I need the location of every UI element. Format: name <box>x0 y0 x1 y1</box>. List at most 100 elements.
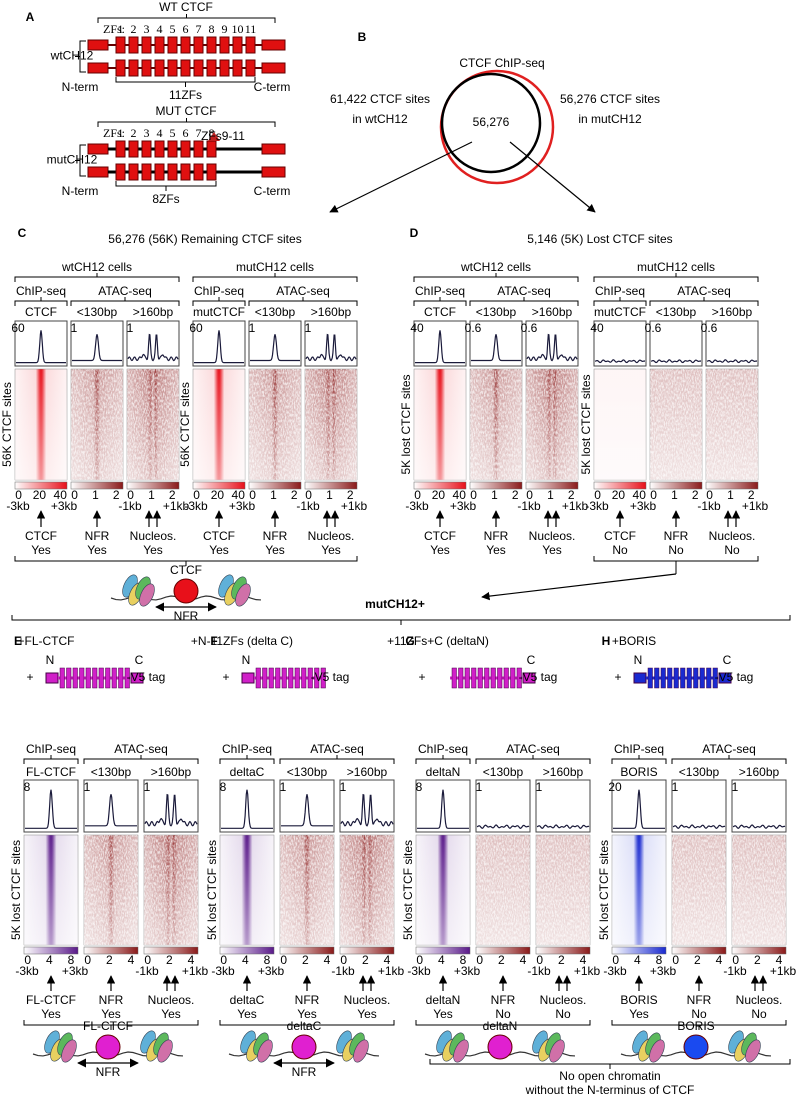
range-label: +3kb <box>650 964 677 978</box>
zinc-finger <box>281 667 287 689</box>
zinc-finger <box>167 59 178 77</box>
scale-label: 0 <box>476 953 483 967</box>
assay-label: ChIP-seq <box>16 284 66 298</box>
panel-letter: H <box>602 634 611 648</box>
feature-status: Yes <box>321 543 341 557</box>
profile-box <box>143 779 199 833</box>
bracket <box>611 755 667 764</box>
section-header: mutCH12+ <box>365 597 425 611</box>
row-label: 5K lost CTCF sites <box>597 840 611 940</box>
bracket <box>70 297 180 306</box>
scale-label: 40 <box>633 488 647 502</box>
color-scale <box>649 481 703 490</box>
panel-letter: D <box>410 226 419 240</box>
feature-label: BORIS <box>620 993 657 1007</box>
feature-label: CTCF <box>424 529 456 543</box>
scale-label: 0 <box>71 488 78 502</box>
bracket <box>192 297 246 306</box>
nucleosome <box>353 1039 369 1063</box>
zinc-finger <box>219 59 230 77</box>
note: No open chromatin <box>559 1069 660 1083</box>
zinc-finger <box>490 667 496 689</box>
row-label: 56K CTCF sites <box>0 382 14 467</box>
zinc-finger <box>167 140 178 158</box>
column-label: >160bp <box>347 765 388 779</box>
profile-curve <box>25 789 77 829</box>
range-label: -1kb <box>723 964 747 978</box>
profile-box <box>304 320 358 367</box>
heatmap-fade <box>249 369 301 480</box>
column-label: <130bp <box>483 765 524 779</box>
scale-label: 0 <box>144 953 151 967</box>
zinc-finger <box>141 163 152 181</box>
profile-max: 1 <box>84 780 91 794</box>
feature-label: Nucleos. <box>148 993 195 1007</box>
heatmap-fade <box>732 835 786 945</box>
range-label: +1kb <box>378 964 405 978</box>
scale-label: 0 <box>706 488 713 502</box>
feature-status: No <box>668 543 684 557</box>
range-label: -1kb <box>697 499 721 513</box>
bound-factor <box>173 578 199 604</box>
feature-label: CTCF <box>203 529 235 543</box>
feature-status: Yes <box>430 543 450 557</box>
zinc-finger <box>59 667 65 689</box>
color-scale <box>279 946 335 955</box>
c-domain <box>522 672 536 684</box>
zinc-finger <box>206 163 217 181</box>
zinc-finger <box>471 667 477 689</box>
feature-label: Nucleos. <box>540 993 587 1007</box>
zinc-finger <box>193 59 204 77</box>
bracket <box>97 118 276 127</box>
feature-status: Yes <box>237 1007 257 1021</box>
scale-label: 0 <box>414 488 421 502</box>
heatmap-fade <box>71 369 123 480</box>
range-label: -3kb <box>184 499 208 513</box>
bracket <box>429 1059 791 1069</box>
n-domain <box>241 672 255 684</box>
assay-label: ChIP-seq <box>222 742 272 756</box>
range-label: +3kb <box>62 964 89 978</box>
zinc-finger <box>98 667 104 689</box>
feature-status: Yes <box>542 543 562 557</box>
profile-curve <box>221 789 273 829</box>
feature-label: NFR <box>85 529 110 543</box>
bracket <box>115 181 217 191</box>
profile-max: 0.6 <box>701 321 718 335</box>
tag-label: -V5 tag <box>311 670 350 684</box>
range-label: -1kb <box>517 499 541 513</box>
column-label: <130bp <box>679 765 720 779</box>
c-domain <box>130 672 144 684</box>
color-scale <box>192 481 246 490</box>
column-label: BORIS <box>620 765 657 779</box>
feature-status: No <box>724 543 740 557</box>
zf-number: 7 <box>196 22 202 36</box>
feature-status: Yes <box>357 1007 377 1021</box>
scale-label: 0 <box>280 953 287 967</box>
color-scale <box>415 946 471 955</box>
column-label: >160bp <box>712 305 753 319</box>
tag-label: -V5 tag <box>519 670 558 684</box>
zinc-finger <box>128 59 139 77</box>
zf-number: 3 <box>144 22 150 36</box>
c-term-label: C-term <box>254 184 291 198</box>
feature-status: No <box>751 1007 767 1021</box>
range-label: -3kb <box>211 964 235 978</box>
c-term-domain <box>261 166 286 178</box>
zinc-finger <box>268 667 274 689</box>
bound-factor <box>487 1034 513 1060</box>
range-label: +1kb <box>182 964 209 978</box>
zinc-finger <box>307 667 313 689</box>
nucleosome <box>745 1039 761 1063</box>
scale-label: 20 <box>432 488 446 502</box>
domain-label: 11ZFs <box>169 88 202 102</box>
zinc-finger <box>105 667 111 689</box>
scale-label: 0 <box>732 953 739 967</box>
profile-max: 1 <box>476 780 483 794</box>
scale-label: 2 <box>166 953 173 967</box>
assay-label: ChIP-seq <box>194 284 244 298</box>
zf-number: 9 <box>222 22 228 36</box>
zinc-finger <box>154 59 165 77</box>
feature-status: Yes <box>87 543 107 557</box>
scale-label: 2 <box>169 488 176 502</box>
